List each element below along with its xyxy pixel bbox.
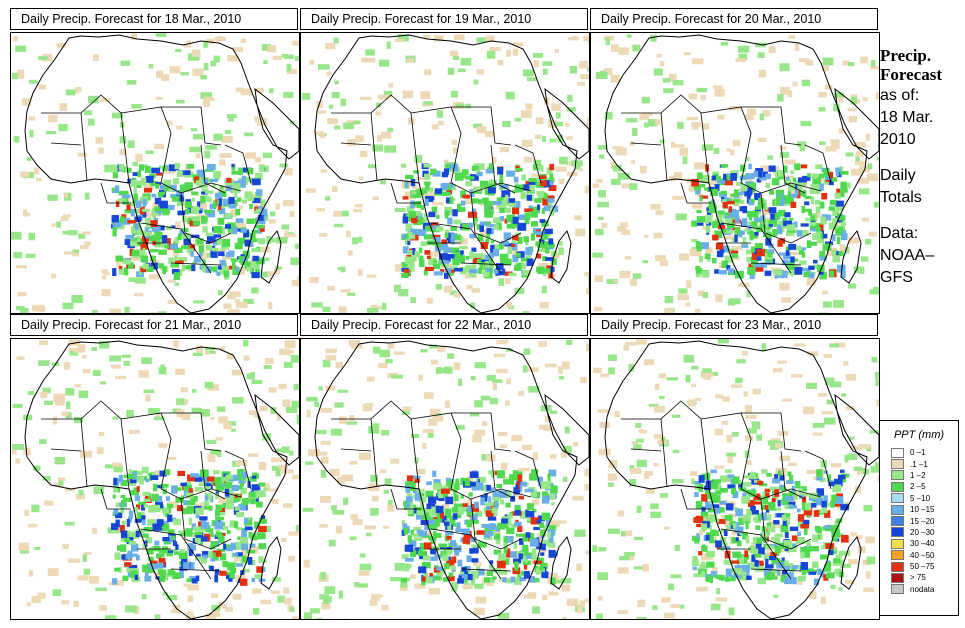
map-panel-1: Daily Precip. Forecast for 18 Mar., 2010 [10, 8, 300, 314]
forecast-info: Precip. Forecast as of: 18 Mar. 2010 Dai… [880, 46, 962, 288]
legend-label: 10 –15 [910, 505, 935, 515]
precip-map [10, 32, 300, 314]
map-panel-2: Daily Precip. Forecast for 19 Mar., 2010 [300, 8, 590, 314]
asof-date-line1: 18 Mar. [880, 109, 934, 126]
legend-label: 15 –20 [910, 516, 935, 526]
legend-swatch [891, 493, 904, 504]
legend-swatch [891, 481, 904, 492]
panel-title: Daily Precip. Forecast for 19 Mar., 2010 [300, 8, 588, 30]
legend-swatch [891, 504, 904, 515]
precip-map [300, 32, 590, 314]
legend-item: 50 –75 [880, 561, 958, 572]
legend-item: nodata [880, 584, 958, 595]
legend-item: 1 –2 [880, 470, 958, 481]
legend-label: .1 –1 [910, 459, 928, 469]
legend-label: 30 –40 [910, 539, 935, 549]
precip-map [590, 32, 880, 314]
legend-label: 50 –75 [910, 562, 935, 572]
panel-title: Daily Precip. Forecast for 20 Mar., 2010 [590, 8, 878, 30]
legend-label: 1 –2 [910, 470, 926, 480]
legend-swatch [891, 538, 904, 549]
map-panel-5: Daily Precip. Forecast for 22 Mar., 2010 [300, 314, 590, 620]
legend-swatch [891, 572, 904, 583]
precip-map-svg [11, 33, 299, 313]
totals-line2: Totals [880, 189, 922, 206]
info-title-line2: Forecast [880, 65, 942, 84]
legend-label: nodata [910, 584, 935, 594]
data-line2: NOAA– [880, 247, 935, 264]
legend-swatch [891, 470, 904, 481]
legend-item: 20 –30 [880, 527, 958, 538]
legend-item: 10 –15 [880, 504, 958, 515]
totals-line1: Daily [880, 167, 916, 184]
precip-map-svg [302, 339, 589, 619]
legend-label: 2 –5 [910, 482, 926, 492]
precip-map-svg [11, 339, 299, 619]
legend-label: 20 –30 [910, 527, 935, 537]
map-panel-6: Daily Precip. Forecast for 23 Mar., 2010 [590, 314, 880, 620]
precip-legend: PPT (mm) 0 –1.1 –1 1 –2 2 –5 5 –10 10 –15 15 … [879, 420, 959, 616]
precip-map-svg [592, 339, 879, 619]
map-panel-4: Daily Precip. Forecast for 21 Mar., 2010 [10, 314, 300, 620]
legend-swatch [891, 561, 904, 572]
legend-label: 0 –1 [910, 448, 926, 458]
legend-swatch [891, 584, 904, 595]
legend-item: 0 –1 [880, 447, 958, 458]
precip-map-svg [592, 34, 879, 313]
precip-map [300, 338, 590, 620]
data-line3: GFS [880, 269, 913, 286]
legend-swatch [891, 447, 904, 458]
precip-map-svg [301, 34, 589, 313]
panel-title: Daily Precip. Forecast for 22 Mar., 2010 [300, 314, 588, 336]
panel-title: Daily Precip. Forecast for 21 Mar., 2010 [10, 314, 298, 336]
legend-label: 40 –50 [910, 550, 935, 560]
precip-map [10, 338, 300, 620]
legend-swatch [891, 550, 904, 561]
legend-item: 40 –50 [880, 550, 958, 561]
data-line1: Data: [880, 225, 919, 242]
asof-date-line2: 2010 [880, 131, 916, 148]
panel-title: Daily Precip. Forecast for 23 Mar., 2010 [590, 314, 878, 336]
panel-title: Daily Precip. Forecast for 18 Mar., 2010 [10, 8, 298, 30]
legend-swatch [891, 516, 904, 527]
legend-label: 5 –10 [910, 493, 931, 503]
legend-item: 15 –20 [880, 515, 958, 527]
legend-title: PPT (mm) [893, 429, 945, 441]
asof-label: as of: [880, 87, 920, 104]
legend-item: 5 –10 [880, 493, 958, 504]
legend-item: .1 –1 [880, 458, 958, 470]
map-panel-3: Daily Precip. Forecast for 20 Mar., 2010 [590, 8, 880, 314]
info-title-line1: Precip. [880, 46, 932, 65]
legend-swatch [891, 459, 904, 470]
legend-item: 2 –5 [880, 481, 958, 492]
legend-label: > 75 [910, 573, 926, 583]
legend-item: 30 –40 [880, 538, 958, 549]
legend-item: > 75 [880, 572, 958, 583]
legend-swatch [891, 527, 904, 538]
precip-map [590, 338, 880, 620]
